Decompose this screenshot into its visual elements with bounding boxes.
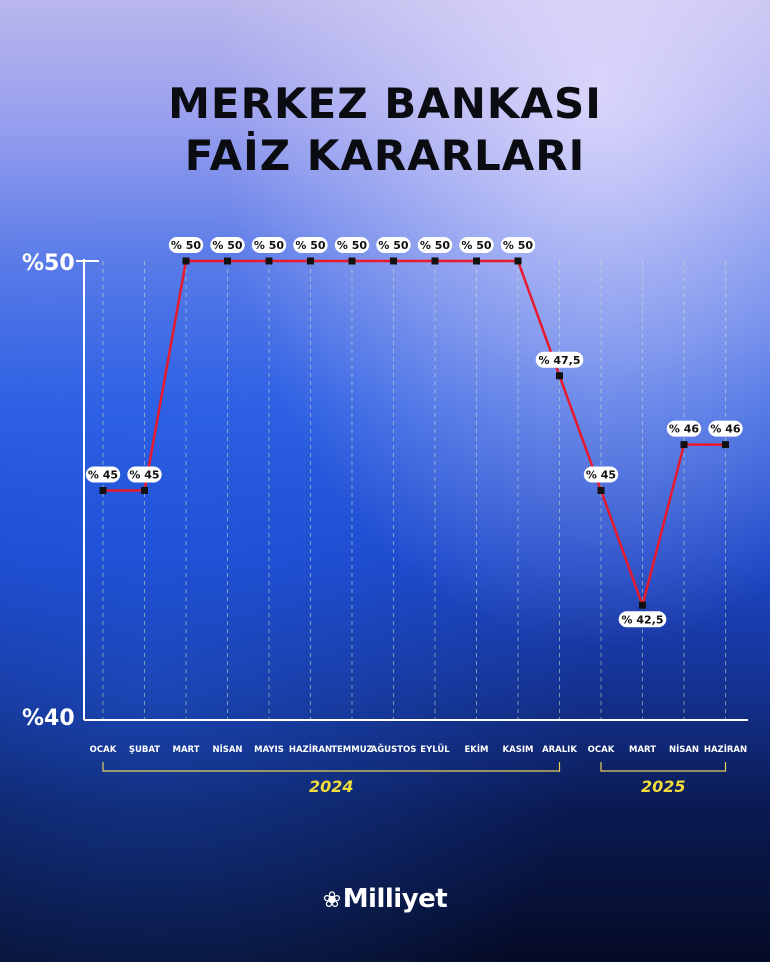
data-label-bg [417, 237, 453, 253]
year-bracket [102, 762, 561, 772]
data-label: % 50 [254, 239, 285, 252]
data-label: % 45 [586, 469, 616, 482]
x-tick-label: TEMMUZ [331, 745, 373, 755]
data-label-bg [459, 237, 494, 253]
data-point [680, 441, 688, 449]
x-tick-label: EYLÜL [420, 744, 450, 755]
data-label-bg [376, 237, 411, 253]
data-point [265, 257, 273, 265]
data-label: % 50 [212, 239, 243, 252]
data-label: % 45 [129, 469, 159, 482]
data-label: % 50 [337, 239, 368, 252]
x-tick-label: ARALIK [542, 745, 577, 755]
title-line-2: FAİZ KARARLARI [184, 131, 586, 180]
data-label-bg [210, 237, 245, 253]
data-point [390, 257, 397, 265]
data-label-bg [127, 466, 162, 483]
data-label: % 46 [669, 423, 700, 436]
data-point [224, 257, 231, 265]
data-label: % 50 [295, 239, 326, 252]
x-tick-label: MART [173, 745, 200, 755]
data-label: % 47,5 [539, 354, 581, 367]
data-label-bg [583, 466, 619, 483]
data-label: % 50 [461, 239, 492, 252]
data-label-bg [293, 237, 328, 253]
data-label: % 46 [710, 423, 741, 436]
data-point [514, 257, 522, 265]
data-point [597, 487, 605, 494]
data-point [99, 487, 107, 494]
data-label-bg [251, 237, 287, 253]
data-label: % 50 [420, 239, 451, 252]
y-tick-label: %40 [22, 706, 75, 731]
data-point [141, 487, 148, 494]
title-line-1: MERKEZ BANKASI [168, 79, 602, 128]
data-label-bg [334, 237, 370, 253]
x-tick-label: HAZİRAN [704, 744, 747, 755]
x-tick-label: NİSAN [212, 744, 242, 755]
data-label: % 50 [503, 239, 534, 252]
data-label-bg [666, 420, 702, 437]
data-point [639, 601, 646, 609]
data-label: % 42,5 [622, 613, 664, 626]
page-title: MERKEZ BANKASI FAİZ KARARLARI [0, 78, 770, 182]
x-tick-label: MAYIS [254, 745, 284, 755]
year-label: 2025 [641, 777, 686, 796]
year-bracket [600, 762, 727, 772]
year-label: 2024 [309, 777, 354, 796]
data-point [307, 257, 314, 265]
brand-logo: ❀Milliyet [0, 884, 770, 914]
x-tick-label: HAZİRAN [289, 744, 332, 755]
x-tick-label: AĞUSTOS [371, 743, 417, 755]
data-label: % 50 [378, 239, 409, 252]
data-label-bg [85, 466, 121, 483]
x-tick-label: ŞUBAT [129, 745, 160, 755]
data-point [722, 441, 729, 449]
series-line [103, 259, 726, 607]
x-tick-label: KASIM [503, 745, 534, 755]
x-tick-label: NİSAN [669, 744, 699, 755]
x-tick-label: OCAK [90, 745, 117, 755]
data-point [348, 257, 356, 265]
x-tick-label: OCAK [588, 745, 615, 755]
brand-name: Milliyet [342, 884, 448, 914]
data-label-bg [500, 237, 536, 253]
data-point [431, 257, 439, 265]
flame-icon: ❀ [322, 888, 341, 913]
data-point [556, 372, 563, 380]
data-label: % 45 [88, 469, 118, 482]
x-tick-label: MART [629, 745, 656, 755]
data-label-bg [708, 420, 743, 437]
data-point [182, 257, 190, 265]
y-tick-label: %50 [22, 251, 75, 276]
x-tick-label: EKİM [464, 744, 488, 755]
data-point [473, 257, 480, 265]
data-label-bg [168, 237, 204, 253]
data-label-bg [618, 611, 667, 628]
data-label: % 50 [171, 239, 202, 252]
data-label-bg [535, 351, 584, 368]
